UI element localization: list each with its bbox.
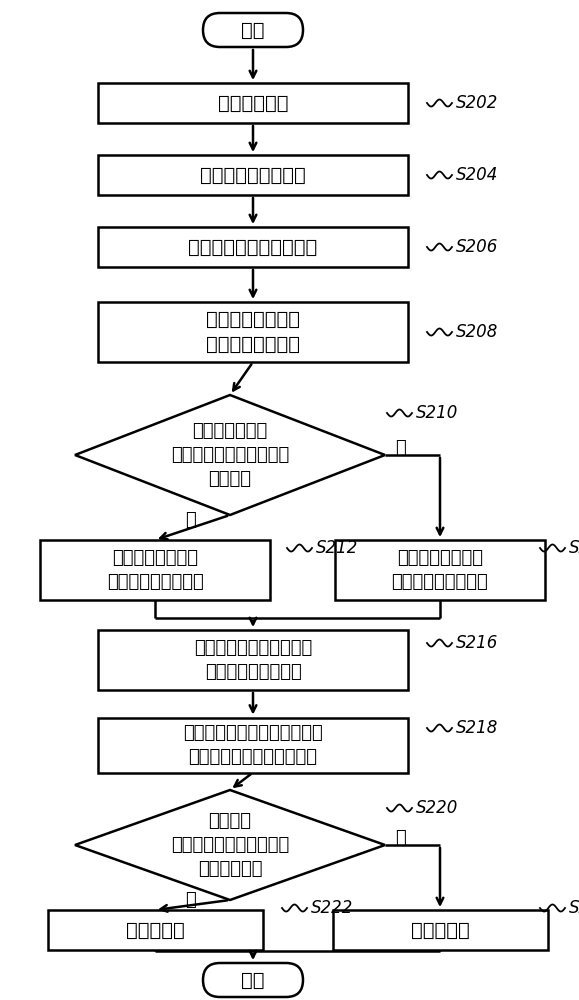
Text: S218: S218 [456, 719, 499, 737]
Bar [335, 540, 545, 600]
Bar [40, 540, 270, 600]
Text: 对进行插值的轮速
信号进行带通滤波: 对进行插值的轮速 信号进行带通滤波 [206, 310, 300, 354]
Text: 轮速信号的固定时间插值: 轮速信号的固定时间插值 [188, 237, 318, 256]
Text: S216: S216 [456, 634, 499, 652]
Text: 以已设定的常压的平均最大值
为基准，计算最大值变化量: 以已设定的常压的平均最大值 为基准，计算最大值变化量 [183, 724, 323, 766]
Text: S224: S224 [569, 899, 579, 917]
Text: 校正轮速信号的误差: 校正轮速信号的误差 [200, 165, 306, 184]
FancyBboxPatch shape [203, 963, 303, 997]
Bar [98, 718, 408, 772]
Text: S222: S222 [311, 899, 353, 917]
Text: 否: 否 [395, 829, 406, 847]
Text: 是: 是 [185, 891, 195, 909]
Text: 将最大值进行实时平均，
从而计算平均最大值: 将最大值进行实时平均， 从而计算平均最大值 [194, 639, 312, 681]
Text: 是: 是 [185, 511, 195, 529]
Text: S204: S204 [456, 166, 499, 184]
Text: 判定为低压: 判定为低压 [126, 920, 184, 940]
Text: S210: S210 [416, 404, 459, 422]
Text: S202: S202 [456, 94, 499, 112]
Text: 判定为常压: 判定为常压 [411, 920, 470, 940]
Text: 当前轮速信号的
最大值＜之前轮速信号的
最大值？: 当前轮速信号的 最大值＜之前轮速信号的 最大值？ [171, 422, 289, 488]
Bar [332, 910, 548, 950]
Polygon shape [75, 395, 385, 515]
Text: S206: S206 [456, 238, 499, 256]
Bar [98, 155, 408, 195]
Polygon shape [75, 790, 385, 900]
Text: 将当前轮速信号的
最大值选定为最大值: 将当前轮速信号的 最大值选定为最大值 [391, 549, 488, 591]
Text: S208: S208 [456, 323, 499, 341]
Text: 结束: 结束 [241, 970, 265, 990]
Bar [47, 910, 262, 950]
FancyBboxPatch shape [203, 13, 303, 47]
Text: 否: 否 [395, 439, 406, 457]
Text: 开始: 开始 [241, 20, 265, 39]
Text: S212: S212 [316, 539, 358, 557]
Bar [98, 630, 408, 690]
Text: 计算出的
最大值变化量＞已设定的
基准变化量？: 计算出的 最大值变化量＞已设定的 基准变化量？ [171, 812, 289, 878]
Text: 将之前轮速信号的
最大值选定为最大值: 将之前轮速信号的 最大值选定为最大值 [107, 549, 203, 591]
Text: S214: S214 [569, 539, 579, 557]
Text: S220: S220 [416, 799, 459, 817]
Text: 获取轮速信号: 获取轮速信号 [218, 94, 288, 112]
Bar [98, 83, 408, 123]
Bar [98, 227, 408, 267]
Bar [98, 302, 408, 362]
